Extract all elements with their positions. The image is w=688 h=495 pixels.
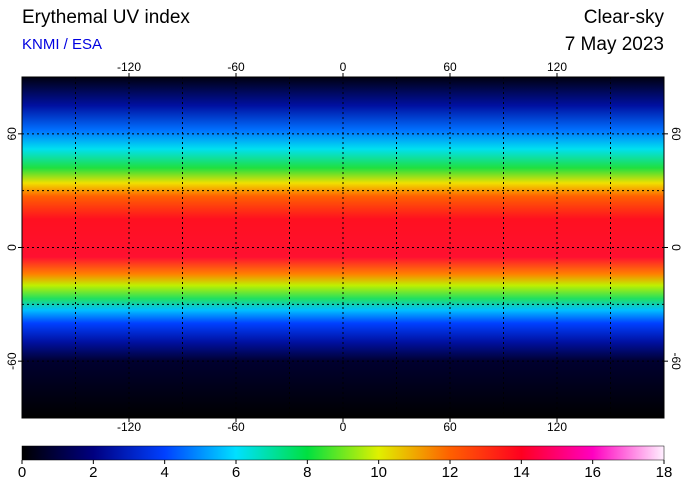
source: KNMI / ESA (22, 36, 102, 53)
colorbar-tick-label: 18 (656, 464, 673, 481)
lon-tick-label: 60 (443, 420, 457, 434)
lon-tick-label: -120 (117, 60, 141, 74)
lon-tick-label: -120 (117, 420, 141, 434)
colorbar-tick-label: 0 (18, 464, 26, 481)
lon-tick-label: 60 (443, 60, 457, 74)
colorbar-tick-label: 12 (442, 464, 459, 481)
lon-tick-label: -60 (227, 420, 245, 434)
colorbar-tick-label: 14 (513, 464, 530, 481)
lon-tick-label: -60 (227, 60, 245, 74)
lat-tick-label: -60 (5, 352, 19, 370)
colorbar-tick-label: 8 (303, 464, 311, 481)
colorbar-tick-label: 10 (370, 464, 387, 481)
lat-tick-label: -60 (669, 352, 683, 370)
lat-tick-label: 0 (5, 244, 19, 251)
title: Erythemal UV index (22, 7, 190, 28)
lon-tick-label: 0 (340, 60, 347, 74)
lon-tick-label: 120 (547, 420, 567, 434)
date: 7 May 2023 (565, 34, 664, 55)
colorbar (21, 445, 665, 461)
lon-tick-label: 0 (340, 420, 347, 434)
colorbar-tick-label: 6 (232, 464, 240, 481)
colorbar-tick-label: 2 (89, 464, 97, 481)
lon-tick-label: 120 (547, 60, 567, 74)
colorbar-tick-label: 4 (160, 464, 168, 481)
colorbar-tick-label: 16 (584, 464, 601, 481)
lat-tick-label: 60 (5, 127, 19, 141)
lat-tick-label: 60 (669, 127, 683, 141)
condition: Clear-sky (584, 7, 665, 28)
lat-tick-label: 0 (669, 244, 683, 251)
